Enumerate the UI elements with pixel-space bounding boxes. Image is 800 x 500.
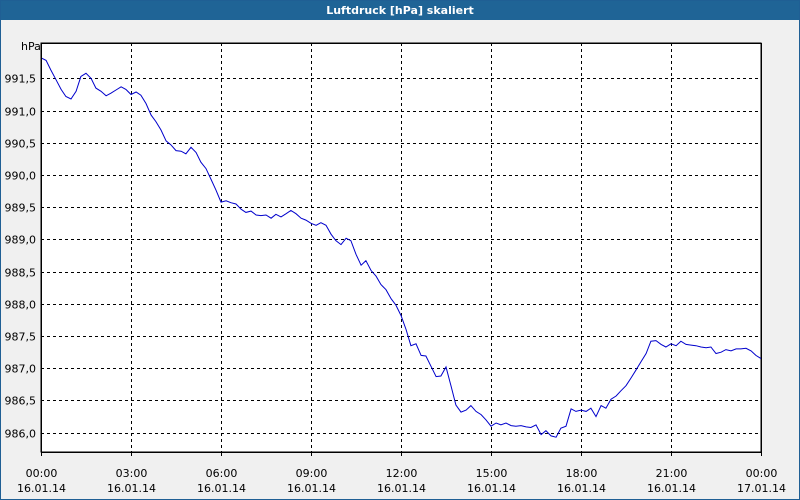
x-tick-time: 15:00 <box>476 467 508 480</box>
window-title: Luftdruck [hPa] skaliert <box>1 1 799 20</box>
x-tick-time: 12:00 <box>386 467 418 480</box>
y-tick-label: 990,5 <box>5 138 37 151</box>
y-tick-label: 991,0 <box>5 106 37 119</box>
y-tick-label: 987,0 <box>5 363 37 376</box>
x-tick-time: 00:00 <box>746 467 778 480</box>
x-tick-date: 16.01.14 <box>647 482 696 495</box>
plot-border <box>41 43 762 453</box>
y-tick-label: 987,5 <box>5 331 37 344</box>
plot-area <box>40 42 762 456</box>
x-tick-date: 16.01.14 <box>467 482 516 495</box>
chart: hPa 991,5 991,0 990,5 990,0 989,5 989,0 988,5 9… <box>5 40 786 495</box>
y-tick-label: 989,0 <box>5 234 37 247</box>
y-tick-label: 988,5 <box>5 267 37 280</box>
x-tick-date: 17.01.14 <box>737 482 786 495</box>
x-tick-date: 16.01.14 <box>557 482 606 495</box>
series-line <box>40 57 762 438</box>
x-tick-date: 16.01.14 <box>107 482 156 495</box>
y-tick-label: 991,5 <box>5 73 37 86</box>
x-tick-date: 16.01.14 <box>17 482 66 495</box>
y-tick-label: 990,0 <box>5 170 37 183</box>
y-tick-label: 989,5 <box>5 202 37 215</box>
x-tick-date: 16.01.14 <box>197 482 246 495</box>
x-tick-time: 21:00 <box>656 467 688 480</box>
x-tick-date: 16.01.14 <box>377 482 426 495</box>
y-axis-label: hPa <box>21 40 41 53</box>
x-tick-date: 16.01.14 <box>287 482 336 495</box>
x-tick-time: 06:00 <box>206 467 238 480</box>
x-tick-time: 09:00 <box>296 467 328 480</box>
x-tick-time: 00:00 <box>26 467 58 480</box>
y-tick-label: 986,0 <box>5 428 37 441</box>
x-tick-time: 18:00 <box>566 467 598 480</box>
y-tick-label: 986,5 <box>5 395 37 408</box>
x-tick-time: 03:00 <box>116 467 148 480</box>
y-tick-label: 988,0 <box>5 299 37 312</box>
